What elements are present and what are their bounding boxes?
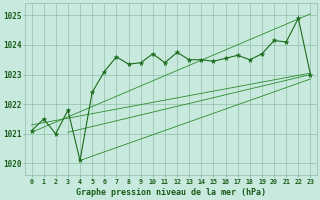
X-axis label: Graphe pression niveau de la mer (hPa): Graphe pression niveau de la mer (hPa) [76,188,266,197]
